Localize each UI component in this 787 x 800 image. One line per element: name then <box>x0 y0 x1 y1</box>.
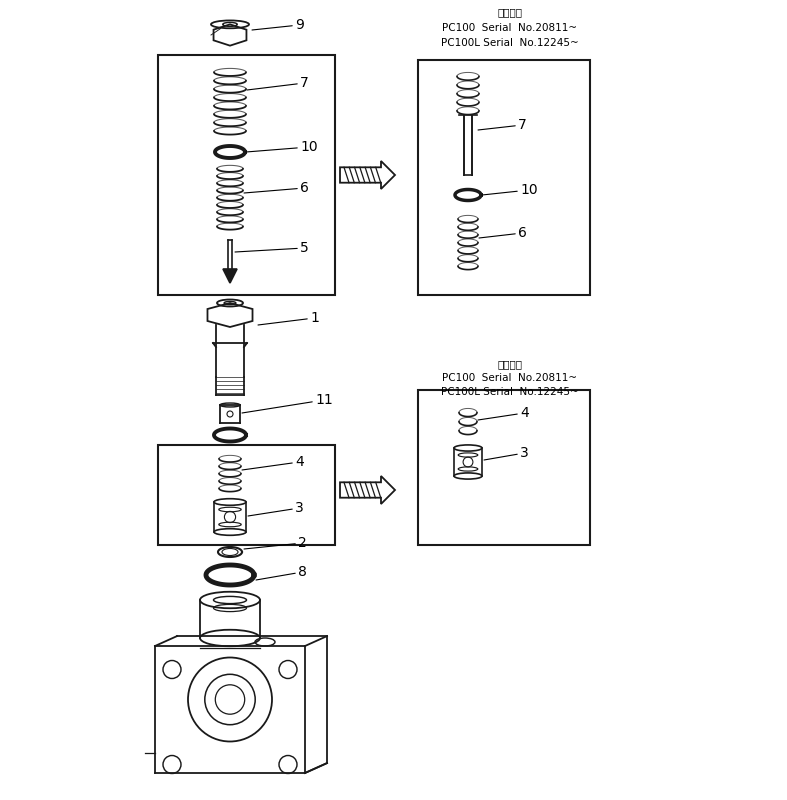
Text: 7: 7 <box>247 76 309 90</box>
Text: PC100L Serial  No.12245~: PC100L Serial No.12245~ <box>442 38 579 48</box>
Bar <box>418 390 590 545</box>
Text: PC100  Serial  No.20811~: PC100 Serial No.20811~ <box>442 373 578 383</box>
Text: 6: 6 <box>479 226 527 240</box>
Text: PC100L Serial  No.12245~: PC100L Serial No.12245~ <box>442 387 579 397</box>
Text: 11: 11 <box>242 393 333 413</box>
Text: 8: 8 <box>256 565 307 580</box>
Text: 6: 6 <box>244 181 309 195</box>
Text: 7: 7 <box>478 118 527 132</box>
Text: 4: 4 <box>242 455 304 470</box>
Text: 3: 3 <box>248 501 304 516</box>
Text: 10: 10 <box>482 183 538 197</box>
Bar <box>418 60 590 295</box>
Text: PC100  Serial  No.20811~: PC100 Serial No.20811~ <box>442 23 578 33</box>
Text: 3: 3 <box>484 446 529 460</box>
Bar <box>158 55 335 295</box>
Text: 5: 5 <box>235 241 309 255</box>
Text: 2: 2 <box>244 536 307 550</box>
Bar <box>158 445 335 545</box>
Text: 4: 4 <box>478 406 529 420</box>
Text: 適用機種: 適用機種 <box>497 7 523 17</box>
Text: 10: 10 <box>246 140 318 154</box>
Polygon shape <box>223 269 237 283</box>
Text: 適用機種: 適用機種 <box>497 359 523 369</box>
Text: 9: 9 <box>252 18 304 32</box>
Text: 1: 1 <box>258 311 319 325</box>
